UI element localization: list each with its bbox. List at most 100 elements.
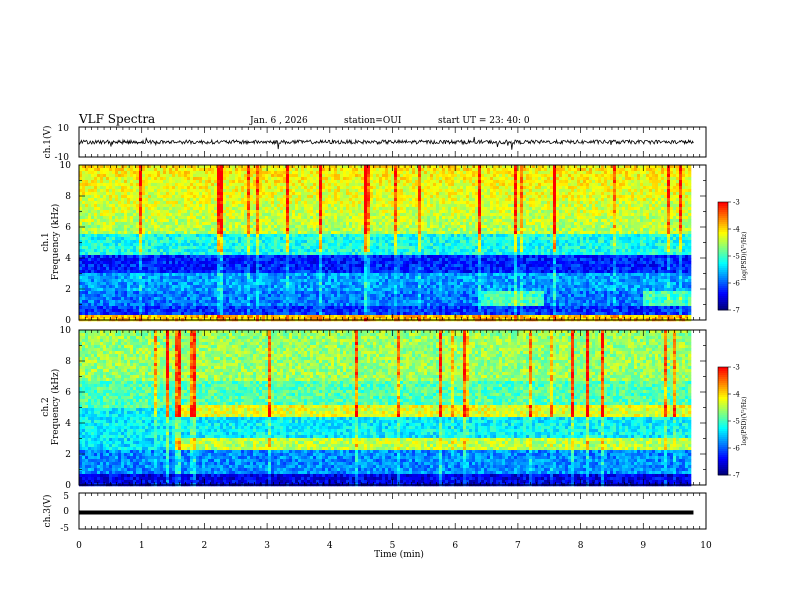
spectrogram-cell <box>340 168 343 171</box>
spectrogram-cell <box>445 177 448 180</box>
spectrogram-cell <box>442 219 445 222</box>
spectrogram-cell <box>451 225 454 228</box>
spectrogram-cell <box>559 168 562 171</box>
spectrogram-cell <box>199 204 202 207</box>
spectrogram-cell <box>547 219 550 222</box>
spectrogram-cell <box>274 177 277 180</box>
spectrogram-cell <box>496 213 499 216</box>
spectrogram-cell <box>154 171 157 174</box>
spectrogram-cell <box>646 192 649 195</box>
spectrogram-cell <box>112 204 115 207</box>
spectrogram-cell <box>277 168 280 171</box>
spectrogram-cell <box>514 186 517 189</box>
spectrogram-cell <box>592 201 595 204</box>
spectrogram-cell <box>637 171 640 174</box>
spectrogram-cell <box>364 201 367 204</box>
spectrogram-cell <box>142 186 145 189</box>
spectrogram-cell <box>214 207 217 210</box>
spectrogram-cell <box>211 171 214 174</box>
spectrogram-cell <box>289 213 292 216</box>
spectrogram-cell <box>682 219 685 222</box>
spectrogram-cell <box>280 231 283 234</box>
spectrogram-cell <box>325 213 328 216</box>
spectrogram-cell <box>361 210 364 213</box>
spectrogram-cell <box>478 171 481 174</box>
spectrogram-cell <box>268 231 271 234</box>
spectrogram-cell <box>415 198 418 201</box>
spectrogram-cell <box>505 201 508 204</box>
spectrogram-cell <box>559 198 562 201</box>
spectrogram-cell <box>628 210 631 213</box>
spectrogram-cell <box>409 198 412 201</box>
spectrogram-cell <box>637 180 640 183</box>
spectrogram-cell <box>112 219 115 222</box>
spectrogram-cell <box>364 174 367 177</box>
spectrogram-cell <box>145 207 148 210</box>
spectrogram-cell <box>364 192 367 195</box>
spectrogram-cell <box>487 189 490 192</box>
spectrogram-cell <box>475 213 478 216</box>
spectrogram-cell <box>487 177 490 180</box>
spectrogram-cell <box>463 222 466 225</box>
spectrogram-cell <box>352 210 355 213</box>
spectrogram-cell <box>523 168 526 171</box>
spectrogram-cell <box>286 207 289 210</box>
spectrogram-cell <box>436 222 439 225</box>
spectrogram-cell <box>370 192 373 195</box>
spectrogram-cell <box>589 189 592 192</box>
spectrogram-cell <box>139 174 142 177</box>
spectrogram-cell <box>607 210 610 213</box>
spectrogram-cell <box>676 186 679 189</box>
spectrogram-cell <box>304 177 307 180</box>
spectrogram-cell <box>112 192 115 195</box>
spectrogram-cell <box>556 183 559 186</box>
spectrogram-cell <box>574 228 577 231</box>
spectrogram-cell <box>490 183 493 186</box>
spectrogram-cell <box>508 192 511 195</box>
spectrogram-cell <box>103 186 106 189</box>
spectrogram-cell <box>244 186 247 189</box>
spectrogram-cell <box>316 234 319 237</box>
spectrogram-cell <box>121 201 124 204</box>
spectrogram-cell <box>352 207 355 210</box>
spectrogram-cell <box>634 192 637 195</box>
spectrogram-cell <box>502 177 505 180</box>
spectrogram-cell <box>430 225 433 228</box>
spectrogram-cell <box>577 183 580 186</box>
spectrogram-cell <box>307 186 310 189</box>
spectrogram-cell <box>628 225 631 228</box>
spectrogram-cell <box>460 189 463 192</box>
spectrogram-cell <box>97 174 100 177</box>
spectrogram-cell <box>355 177 358 180</box>
spectrogram-cell <box>571 180 574 183</box>
spectrogram-cell <box>322 207 325 210</box>
spectrogram-cell <box>469 204 472 207</box>
spectrogram-cell <box>631 195 634 198</box>
spectrogram-cell <box>619 228 622 231</box>
spectrogram-cell <box>259 204 262 207</box>
spectrogram-cell <box>673 225 676 228</box>
spectrogram-cell <box>181 222 184 225</box>
spectrogram-cell <box>211 234 214 237</box>
spectrogram-cell <box>361 189 364 192</box>
spectrogram-cell <box>190 189 193 192</box>
spectrogram-cell <box>463 183 466 186</box>
spectrogram-cell <box>319 219 322 222</box>
spectrogram-cell <box>547 207 550 210</box>
spectrogram-cell <box>109 207 112 210</box>
spectrogram-cell <box>667 192 670 195</box>
spectrogram-cell <box>352 225 355 228</box>
spectrogram-cell <box>259 195 262 198</box>
spectrogram-cell <box>385 183 388 186</box>
spectrogram-cell <box>682 213 685 216</box>
spectrogram-cell <box>91 183 94 186</box>
spectrogram-cell <box>523 180 526 183</box>
spectrogram-cell <box>118 201 121 204</box>
spectrogram-cell <box>370 216 373 219</box>
spectrogram-cell <box>574 189 577 192</box>
spectrogram-cell <box>562 192 565 195</box>
spectrogram-cell <box>322 198 325 201</box>
spectrogram-cell <box>589 201 592 204</box>
spectrogram-cell <box>109 198 112 201</box>
spectrogram-cell <box>376 219 379 222</box>
